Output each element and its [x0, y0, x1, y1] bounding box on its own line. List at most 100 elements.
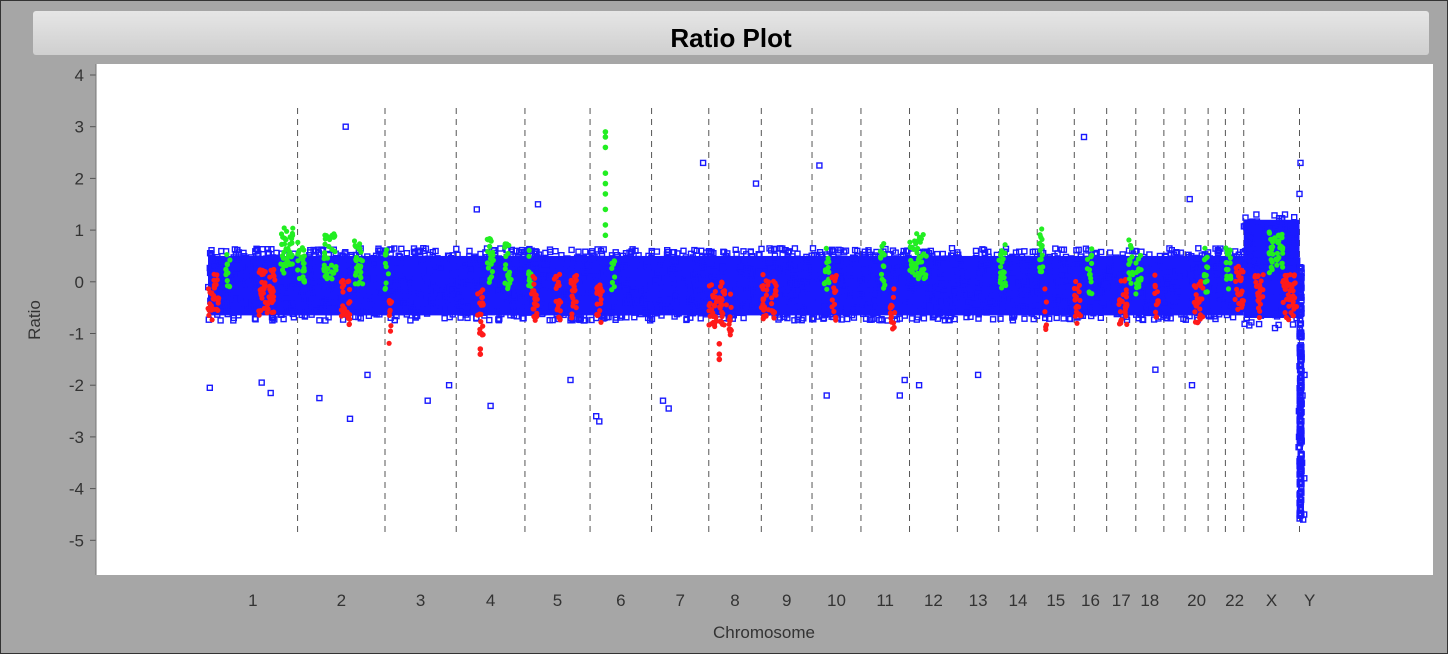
segment-point-loss — [387, 307, 393, 313]
highlight-point-normal — [1299, 516, 1307, 523]
data-point — [938, 308, 945, 315]
data-point — [308, 294, 316, 301]
data-point — [644, 263, 651, 270]
data-point — [549, 262, 556, 269]
data-point — [1099, 267, 1107, 275]
data-point — [732, 287, 739, 294]
data-point — [815, 294, 822, 301]
data-point — [766, 245, 773, 252]
data-point — [798, 293, 806, 300]
data-point — [1030, 315, 1037, 323]
data-point — [324, 292, 331, 300]
segment-point-loss — [599, 288, 605, 294]
segment-point-loss — [1258, 278, 1264, 284]
data-point — [627, 254, 634, 261]
data-point — [667, 274, 674, 282]
data-point — [378, 291, 385, 298]
segment-point-normal — [1243, 240, 1249, 246]
data-point — [1097, 248, 1105, 256]
data-point — [354, 300, 362, 307]
data-point — [1049, 303, 1057, 310]
data-point — [1072, 261, 1080, 269]
data-point — [980, 299, 988, 306]
data-point — [878, 316, 885, 323]
segment-point-gain — [279, 267, 286, 273]
segment-point-loss — [387, 328, 394, 334]
segment-point-loss — [556, 314, 562, 320]
data-point — [366, 301, 373, 308]
data-point — [865, 301, 873, 308]
data-point — [788, 298, 795, 305]
data-point — [1162, 252, 1170, 260]
data-point — [646, 301, 653, 309]
data-point — [1058, 284, 1065, 292]
outlier-point — [974, 371, 982, 379]
segment-point-gain — [1223, 245, 1229, 251]
segment-point-loss — [1232, 296, 1238, 302]
segment-point-normal — [1251, 257, 1257, 263]
segment-point-gain — [1127, 242, 1134, 249]
segment-point-gain — [488, 274, 495, 280]
data-point — [895, 264, 902, 271]
segment-point-gain — [1224, 276, 1230, 282]
segment-point-gain — [1275, 256, 1281, 262]
data-point — [534, 268, 542, 275]
segment-point-loss — [1192, 319, 1199, 325]
segment-point-loss — [765, 282, 771, 288]
data-point — [423, 292, 430, 299]
data-point — [801, 267, 809, 274]
data-point — [564, 259, 571, 266]
y-tick-label: 3 — [75, 118, 84, 137]
segment-point-loss — [1239, 304, 1245, 310]
x-tick-label: 2 — [337, 591, 346, 610]
data-point — [1029, 278, 1036, 285]
data-point — [414, 312, 421, 320]
segment-point-loss — [268, 267, 274, 273]
data-point — [463, 303, 470, 310]
data-point — [308, 258, 316, 265]
segment-point-gain — [609, 287, 615, 293]
data-point — [402, 302, 409, 309]
segment-point-loss — [209, 317, 215, 323]
segment-point-normal — [1249, 267, 1255, 273]
data-point — [917, 302, 924, 309]
data-point — [1201, 298, 1209, 305]
data-point — [1019, 287, 1026, 294]
data-point — [458, 299, 466, 306]
data-point — [446, 285, 453, 292]
segment-point-loss — [1282, 310, 1288, 316]
data-point — [446, 313, 453, 321]
data-point — [931, 297, 939, 304]
segment-point-loss — [1255, 297, 1261, 303]
data-point — [1209, 295, 1216, 302]
data-point — [1273, 313, 1281, 320]
data-point — [306, 268, 314, 275]
x-tick-label: 11 — [876, 591, 894, 610]
segment-point-loss — [712, 288, 718, 295]
data-point — [780, 311, 787, 318]
segment-point-gain — [287, 261, 293, 267]
data-point — [980, 246, 988, 254]
data-point — [1173, 249, 1181, 257]
data-point — [517, 267, 525, 275]
segment-point-gain — [918, 236, 925, 242]
segment-point-loss — [723, 302, 730, 308]
segment-point-gain — [224, 252, 230, 258]
segment-point-loss — [569, 288, 576, 294]
data-point — [747, 276, 755, 284]
data-point — [834, 257, 841, 264]
data-point — [985, 292, 992, 299]
data-point — [1025, 262, 1032, 270]
data-point — [252, 274, 259, 281]
segment-point-loss — [264, 310, 270, 316]
data-point — [592, 277, 599, 285]
segment-point-loss — [727, 314, 733, 320]
data-point — [466, 247, 473, 255]
segment-point-loss — [707, 313, 713, 319]
data-point — [558, 251, 565, 259]
data-point — [1075, 246, 1082, 254]
data-point — [844, 305, 851, 312]
data-point — [542, 297, 550, 304]
data-point — [243, 287, 251, 294]
data-point — [1048, 291, 1055, 298]
